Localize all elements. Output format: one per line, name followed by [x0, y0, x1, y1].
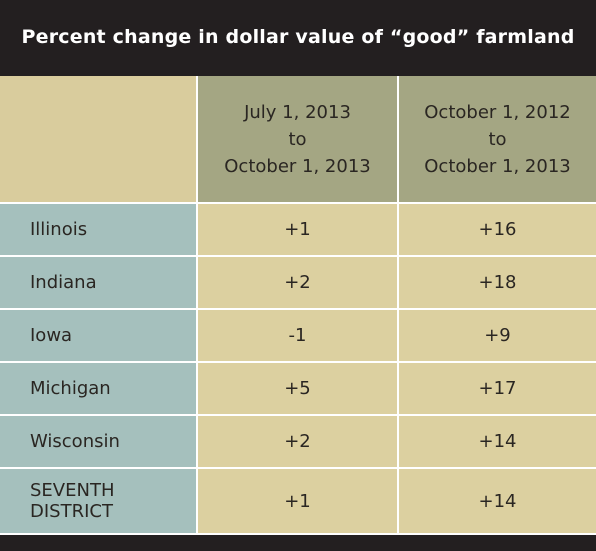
value-cell-quarter: +1 — [196, 467, 399, 535]
value-cell-quarter: +5 — [196, 361, 399, 416]
table-row: SEVENTH DISTRICT +1 +14 — [0, 467, 596, 535]
value-cell-year: +14 — [397, 467, 596, 535]
state-cell: Illinois — [0, 202, 198, 257]
table-row: Illinois +1 +16 — [0, 202, 596, 257]
table-row: Iowa -1 +9 — [0, 308, 596, 363]
value-cell-year: +14 — [397, 414, 596, 469]
state-cell: Wisconsin — [0, 414, 198, 469]
value-cell-quarter: -1 — [196, 308, 399, 363]
state-line-1: SEVENTH — [30, 480, 115, 501]
state-cell: Indiana — [0, 255, 198, 310]
value-cell-year: +9 — [397, 308, 596, 363]
header-b-line-1: October 1, 2012 — [424, 101, 571, 123]
value-cell-quarter: +2 — [196, 414, 399, 469]
state-cell: Iowa — [0, 308, 198, 363]
corner-cell — [0, 76, 198, 204]
state-line-2: DISTRICT — [30, 501, 113, 522]
value-cell-year: +16 — [397, 202, 596, 257]
farmland-table: July 1, 2013 to October 1, 2013 October … — [0, 76, 596, 535]
header-a-line-1: July 1, 2013 — [244, 101, 351, 123]
table-title: Percent change in dollar value of “good”… — [21, 26, 575, 48]
header-oct2012-oct2013: October 1, 2012 to October 1, 2013 — [397, 76, 596, 204]
header-b-line-2: to — [488, 128, 507, 150]
table-row: Indiana +2 +18 — [0, 255, 596, 310]
header-b-line-3: October 1, 2013 — [424, 155, 571, 177]
header-a-line-2: to — [288, 128, 307, 150]
state-cell: SEVENTH DISTRICT — [0, 467, 198, 535]
value-cell-year: +18 — [397, 255, 596, 310]
state-cell: Michigan — [0, 361, 198, 416]
header-row: July 1, 2013 to October 1, 2013 October … — [0, 76, 596, 204]
header-a-line-3: October 1, 2013 — [224, 155, 371, 177]
value-cell-year: +17 — [397, 361, 596, 416]
bottom-border — [0, 545, 596, 551]
table-row: Wisconsin +2 +14 — [0, 414, 596, 469]
header-july-oct-2013: July 1, 2013 to October 1, 2013 — [196, 76, 399, 204]
value-cell-quarter: +1 — [196, 202, 399, 257]
value-cell-quarter: +2 — [196, 255, 399, 310]
table-row: Michigan +5 +17 — [0, 361, 596, 416]
